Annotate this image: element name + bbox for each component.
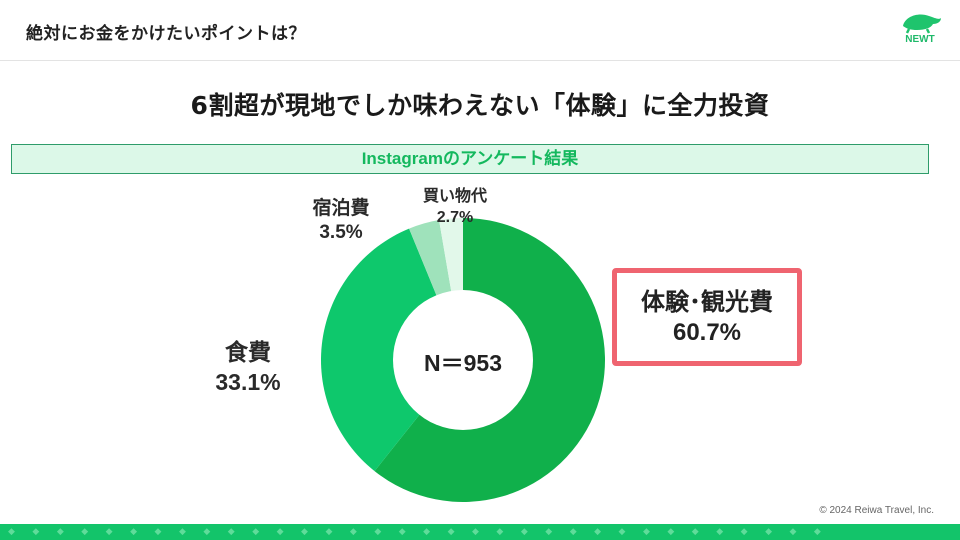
survey-banner: Instagramのアンケート結果 [11, 144, 929, 174]
label-lodging-value: 3.5% [319, 222, 363, 243]
donut-hole [393, 290, 533, 430]
headline: 6割超が現地でしか味わえない「体験」に全力投資 [190, 91, 770, 120]
footer-band: ◆◆◆◆◆◆◆◆◆◆◆◆◆◆◆◆◆◆◆◆◆◆◆◆◆◆◆◆◆◆◆◆◆◆ [0, 524, 960, 540]
slice-food [321, 228, 463, 472]
banner-text: Instagramのアンケート結果 [361, 149, 579, 168]
label-food-value: 33.1% [215, 369, 281, 395]
label-shopping-value: 2.7% [436, 209, 474, 226]
slide-header: 絶対にお金をかけたいポイントは？ NEWT [0, 0, 960, 61]
callout-label: 体験･観光費 [641, 289, 773, 316]
logo-text: NEWT [905, 34, 935, 45]
label-food: 食費 33.1% [208, 337, 288, 397]
copyright: © 2024 Reiwa Travel, Inc. [819, 505, 934, 516]
sample-size-label: N＝953 [424, 350, 502, 376]
slide-title: 絶対にお金をかけたいポイントは？ [26, 24, 306, 44]
label-shopping-name: 買い物代 [422, 188, 487, 205]
turtle-icon [903, 14, 941, 34]
highlight-callout-experience: 体験･観光費 60.7% [612, 268, 802, 366]
footer-pattern: ◆◆◆◆◆◆◆◆◆◆◆◆◆◆◆◆◆◆◆◆◆◆◆◆◆◆◆◆◆◆◆◆◆◆ [8, 527, 839, 537]
label-shopping: 買い物代 2.7% [405, 186, 505, 228]
label-lodging: 宿泊費 3.5% [296, 197, 386, 245]
label-lodging-name: 宿泊費 [312, 198, 370, 219]
newt-logo: NEWT [897, 12, 943, 48]
label-food-name: 食費 [225, 339, 271, 365]
callout-value: 60.7% [672, 319, 742, 346]
